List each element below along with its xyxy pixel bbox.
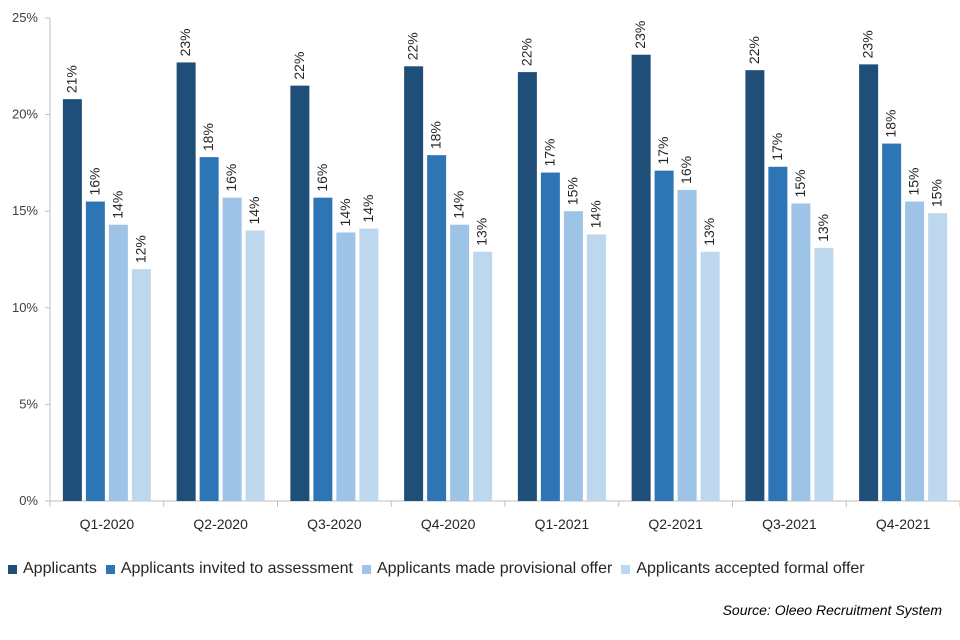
- data-label: 17%: [655, 137, 671, 165]
- bar: [631, 54, 651, 501]
- bar: [768, 166, 788, 502]
- legend-swatch: [105, 564, 115, 574]
- data-label: 16%: [86, 168, 102, 196]
- data-labels: 21% 16% 14% 12% 23% 18% 16% 14% 22% 16% 14% 14% 22% 1…: [63, 21, 944, 263]
- x-category-label: Q2-2021: [648, 516, 703, 532]
- legend-label: Applicants invited to assessment: [120, 560, 353, 577]
- data-label: 18%: [428, 121, 444, 149]
- data-label: 21%: [63, 65, 79, 93]
- data-label: 23%: [632, 21, 648, 49]
- bar: [905, 201, 925, 502]
- bar: [450, 224, 470, 501]
- x-category-label: Q3-2020: [307, 516, 362, 532]
- bar: [517, 72, 537, 501]
- bar: [199, 157, 219, 501]
- bar: [85, 201, 105, 502]
- data-label: 22%: [405, 32, 421, 60]
- legend-swatch: [361, 564, 371, 574]
- data-label: 22%: [746, 36, 762, 64]
- y-tick-label: 0%: [19, 493, 38, 508]
- data-label: 13%: [815, 214, 831, 242]
- bar: [586, 234, 606, 501]
- data-label: 23%: [177, 28, 193, 56]
- bar: [700, 251, 720, 501]
- bar: [62, 99, 82, 502]
- bar: [745, 70, 765, 501]
- legend: Applicants Applicants invited to assessme…: [8, 560, 960, 578]
- legend-label: Applicants made provisional offer: [376, 560, 613, 577]
- bar: [359, 228, 379, 501]
- data-label: 14%: [451, 191, 467, 219]
- data-label: 23%: [860, 30, 876, 58]
- data-label: 14%: [109, 191, 125, 219]
- data-label: 22%: [518, 38, 534, 66]
- bar: [404, 66, 424, 502]
- data-label: 17%: [769, 133, 785, 161]
- data-label: 15%: [906, 168, 922, 196]
- legend-label: Applicants accepted formal offer: [636, 560, 865, 577]
- y-tick-label: 20%: [12, 107, 38, 122]
- bar: [814, 247, 834, 501]
- data-label: 18%: [200, 123, 216, 151]
- data-label: 16%: [678, 156, 694, 184]
- bar: [859, 64, 879, 502]
- bar: [313, 197, 333, 501]
- bar: [563, 211, 583, 501]
- bar: [108, 224, 128, 501]
- data-label: 18%: [883, 110, 899, 138]
- legend-item: Applicants: [8, 560, 97, 578]
- data-label: 17%: [541, 139, 557, 167]
- data-label: 13%: [474, 218, 490, 246]
- bars: [62, 54, 948, 502]
- y-tick-label: 15%: [12, 203, 38, 218]
- bar: [791, 203, 811, 502]
- bar-chart: 0% 5% 10% 15% 20% 25% Q1-2020 Q2-2020 Q3-2020 Q4…: [12, 10, 960, 532]
- data-label: 22%: [291, 52, 307, 80]
- bar: [427, 155, 447, 501]
- bar: [654, 170, 674, 502]
- data-label: 12%: [132, 235, 148, 263]
- x-category-label: Q2-2020: [193, 516, 248, 532]
- legend-item: Applicants invited to assessment: [105, 560, 353, 578]
- x-category-label: Q4-2020: [421, 516, 476, 532]
- source-note: Source: Oleeo Recruitment System: [722, 602, 942, 618]
- bar: [131, 269, 151, 501]
- data-label: 16%: [223, 164, 239, 192]
- y-tick-label: 25%: [12, 10, 38, 25]
- data-label: 13%: [701, 218, 717, 246]
- bar: [222, 197, 242, 501]
- data-label: 16%: [314, 164, 330, 192]
- x-category-label: Q1-2021: [535, 516, 590, 532]
- x-category-label: Q1-2020: [80, 516, 135, 532]
- bar: [176, 62, 196, 501]
- data-label: 14%: [587, 200, 603, 228]
- bar: [245, 230, 265, 501]
- legend-swatch: [8, 564, 17, 574]
- data-label: 14%: [246, 196, 262, 224]
- data-label: 14%: [337, 198, 353, 226]
- bar: [473, 251, 493, 501]
- bar: [540, 172, 560, 501]
- data-label: 15%: [564, 177, 580, 205]
- y-tick-label: 10%: [12, 300, 38, 315]
- bar: [677, 189, 697, 501]
- bar: [882, 143, 902, 501]
- x-category-label: Q3-2021: [762, 516, 817, 532]
- x-axis: Q1-2020 Q2-2020 Q3-2020 Q4-2020 Q1-2021 Q2-20…: [49, 500, 960, 532]
- legend-swatch: [621, 564, 631, 574]
- legend-item: Applicants made provisional offer: [361, 560, 613, 578]
- y-tick-label: 5%: [19, 396, 38, 411]
- y-axis: 0% 5% 10% 15% 20% 25%: [12, 10, 51, 508]
- legend-label: Applicants: [23, 560, 97, 577]
- data-label: 14%: [360, 195, 376, 223]
- bar: [290, 85, 310, 502]
- legend-item: Applicants accepted formal offer: [621, 560, 865, 578]
- data-label: 15%: [792, 169, 808, 197]
- data-label: 15%: [929, 179, 945, 207]
- bar: [928, 213, 948, 501]
- x-category-label: Q4-2021: [876, 516, 931, 532]
- bar: [336, 232, 356, 501]
